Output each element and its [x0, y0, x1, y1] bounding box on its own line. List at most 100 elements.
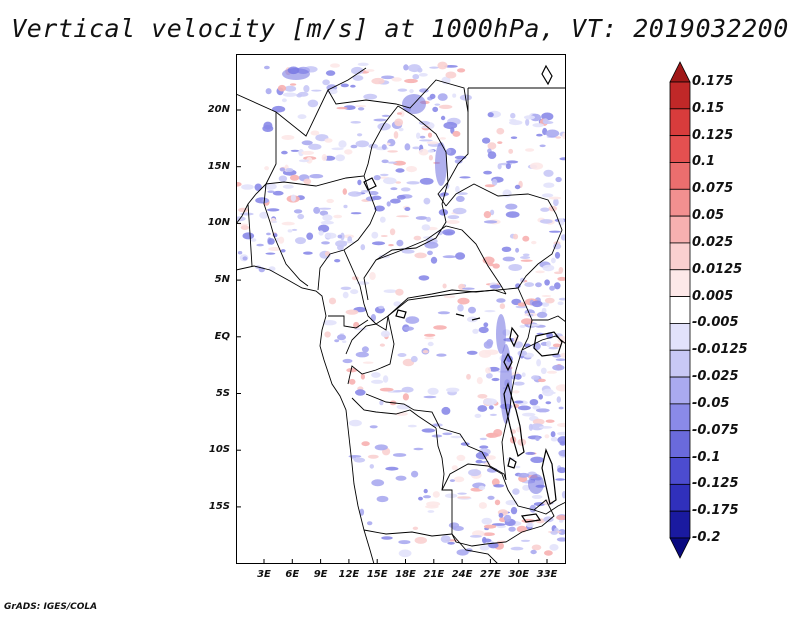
shading-patch	[290, 149, 300, 152]
shading-patch	[350, 289, 359, 295]
shading-patch	[559, 519, 564, 523]
shading-patch	[397, 88, 408, 92]
colorbar-segment	[669, 162, 691, 190]
shading-patch	[531, 240, 537, 245]
shading-patch	[397, 353, 407, 357]
shading-patch	[536, 311, 548, 318]
shading-patch	[365, 69, 375, 72]
shading-patch	[549, 285, 555, 291]
shading-patch	[554, 251, 561, 259]
shading-patch	[423, 395, 437, 399]
shading-patch	[543, 121, 554, 124]
shading-patch	[515, 247, 520, 253]
border-car	[375, 225, 507, 295]
border-drc-north	[387, 287, 519, 317]
shading-patch	[357, 107, 365, 111]
border-congo	[345, 315, 389, 355]
shading-patch	[457, 192, 468, 196]
shading-patch	[351, 66, 364, 75]
shading-patch	[426, 216, 431, 222]
shading-patch	[298, 149, 304, 157]
shading-patch	[488, 405, 494, 410]
border-sudan-southsudan	[445, 183, 557, 215]
shading-patch	[483, 524, 497, 529]
shading-patch	[442, 283, 447, 289]
shading-patch	[437, 61, 448, 70]
shading-patch	[267, 238, 275, 245]
shading-patch	[374, 444, 388, 451]
shading-patch	[525, 118, 530, 126]
shading-patch	[455, 252, 466, 260]
shading-patch	[318, 207, 332, 210]
shading-patch	[452, 207, 467, 215]
colorbar-label: 0.125	[692, 127, 734, 143]
shading-patch	[371, 231, 379, 239]
shading-patch	[414, 252, 427, 259]
shading-patch	[412, 146, 420, 150]
shading-patch	[485, 455, 496, 460]
border-north-2	[327, 79, 469, 113]
shading-patch	[409, 89, 414, 94]
shading-patch	[474, 413, 482, 418]
colorbar-label: 0.05	[692, 208, 725, 224]
shading-patch	[531, 300, 543, 308]
shading-patch	[451, 465, 458, 471]
shading-patch	[401, 249, 415, 254]
shading-patch	[491, 178, 498, 186]
shading-patch	[391, 77, 402, 82]
colorbar-segment	[669, 188, 691, 217]
shading-patch	[428, 154, 433, 161]
map-frame	[236, 54, 566, 564]
shading-patch	[385, 466, 399, 471]
shading-patch	[396, 215, 410, 218]
shading-patch	[334, 259, 341, 263]
shading-patch	[426, 141, 439, 145]
shading-patch	[404, 78, 418, 84]
shading-patch	[510, 546, 524, 551]
shading-patch	[407, 424, 417, 428]
shading-patch	[357, 179, 362, 186]
shading-patch	[483, 211, 492, 219]
shading-strong	[435, 142, 447, 186]
shading-patch	[388, 244, 394, 247]
shading-patch	[423, 488, 428, 494]
lon-label: 18E	[395, 569, 416, 580]
shading-patch	[424, 333, 436, 337]
shading-patch	[557, 436, 566, 444]
shading-patch	[422, 350, 429, 354]
shading-patch	[505, 203, 518, 210]
shading-patch	[459, 176, 471, 179]
lake-tanganyika	[503, 382, 525, 457]
shading-patch	[544, 550, 553, 556]
shading-patch	[421, 126, 432, 129]
shading-patch	[493, 484, 505, 488]
shading-patch	[551, 257, 556, 264]
shading-patch	[552, 364, 565, 371]
shading-patch	[433, 325, 447, 330]
shading-patch	[485, 367, 492, 374]
shading-patch	[369, 272, 376, 280]
shading-patch	[355, 140, 370, 148]
shading-patch	[483, 398, 498, 406]
shading-patch	[267, 190, 275, 193]
lake-chad	[363, 177, 377, 191]
border-chad-sudan	[363, 181, 449, 301]
shading-patch	[261, 198, 270, 203]
shading-patch	[322, 320, 337, 326]
lat-label: 20N	[207, 104, 230, 115]
shading-patch	[444, 65, 458, 68]
shading-patch	[330, 63, 340, 68]
shading-patch	[306, 232, 314, 240]
shading-patch	[348, 455, 362, 458]
shading-patch	[484, 184, 495, 188]
shading-patch	[369, 464, 374, 469]
shading-patch	[550, 530, 558, 535]
shading-patch	[376, 495, 389, 503]
shading-patch	[350, 212, 362, 215]
shading-patch	[452, 130, 461, 137]
shading-patch	[424, 337, 434, 340]
colorbar-segment	[669, 323, 691, 351]
lake-tana-spot	[395, 309, 407, 319]
shading-patch	[340, 286, 352, 290]
shading-patch	[545, 419, 555, 423]
